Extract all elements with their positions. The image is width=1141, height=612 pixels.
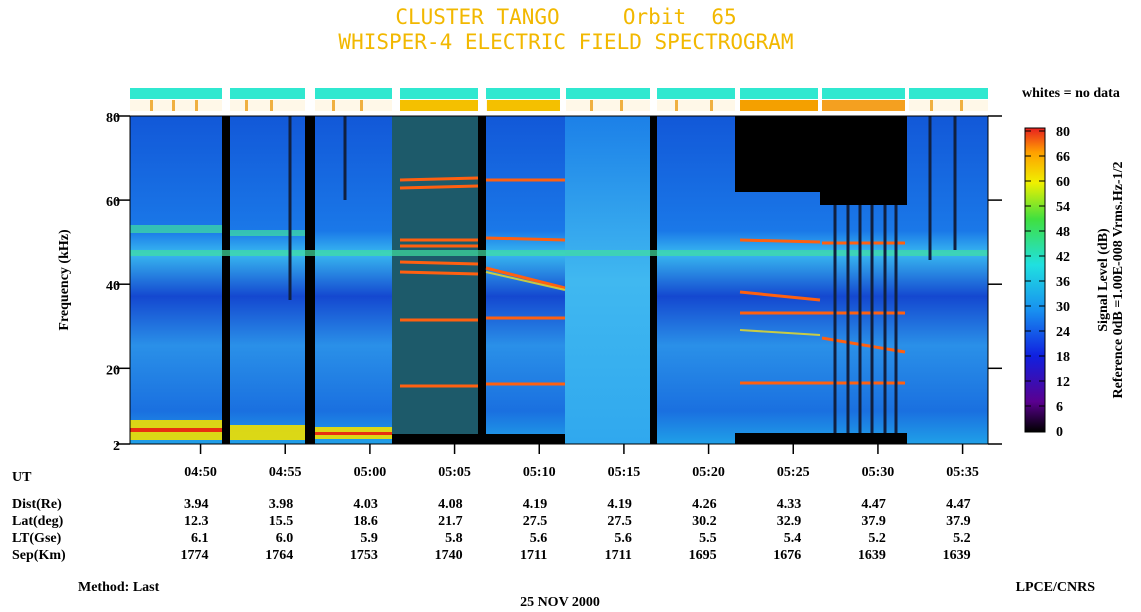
y-axis-label: Frequency (kHz): [57, 229, 72, 331]
table-cell: 5.6: [614, 531, 632, 546]
x-tick-label: 05:30: [862, 465, 895, 480]
table-cell: 37.9: [861, 514, 886, 529]
colorbar-tick-label: 66: [1056, 150, 1070, 165]
table-cell: 1740: [435, 548, 463, 563]
colorbar-tick-label: 24: [1056, 325, 1070, 340]
x-tick-label: 05:10: [523, 465, 556, 480]
table-cell: 5.9: [360, 531, 378, 546]
chart-subtitle: WHISPER-4 ELECTRIC FIELD SPECTROGRAM: [338, 30, 793, 54]
table-cell: 1695: [689, 548, 717, 563]
colorbar-reference: Reference 0dB =1.00E-008 Vrms.Hz-1/2: [1111, 162, 1126, 399]
table-cell: 27.5: [607, 514, 632, 529]
y-tick-label: 60: [106, 195, 120, 210]
colorbar-tick-label: 54: [1056, 200, 1070, 215]
table-cell: 1676: [773, 548, 801, 563]
chart-title: CLUSTER TANGO Orbit 65: [395, 5, 736, 29]
table-cell: 15.5: [269, 514, 294, 529]
method: Method: Last: [78, 580, 160, 595]
colorbar-tick-label: 80: [1056, 125, 1070, 140]
availability-strip: [130, 88, 988, 111]
x-tick-label: 04:55: [269, 465, 302, 480]
table-cell: 6.0: [276, 531, 294, 546]
spectrogram: [129, 115, 989, 445]
colorbar: [1024, 127, 1046, 433]
table-cell: 3.98: [269, 497, 294, 512]
x-tick-label: 05:25: [777, 465, 810, 480]
table-cell: 5.5: [699, 531, 717, 546]
colorbar-tick-label: 12: [1056, 375, 1070, 390]
table-row-label: Sep(Km): [12, 548, 66, 563]
x-tick-label: 04:50: [184, 465, 217, 480]
legend-note: whites = no data: [1022, 86, 1120, 101]
table-cell: 6.1: [191, 531, 209, 546]
table-cell: 1753: [350, 548, 378, 563]
table-row-label: Lat(deg): [12, 514, 64, 529]
table-cell: 5.6: [530, 531, 548, 546]
colorbar-tick-label: 48: [1056, 225, 1070, 240]
colorbar-label: Signal Level (dB): [1096, 228, 1111, 332]
table-cell: 5.4: [784, 531, 802, 546]
table-cell: 4.26: [692, 497, 717, 512]
table-cell: 12.3: [184, 514, 209, 529]
table-cell: 18.6: [353, 514, 378, 529]
colorbar-tick-label: 30: [1056, 300, 1070, 315]
table-cell: 4.19: [607, 497, 632, 512]
colorbar-tick-label: 42: [1056, 250, 1070, 265]
x-axis-label: UT: [12, 470, 32, 485]
y-tick-label: 20: [106, 363, 120, 378]
table-cell: 1711: [520, 548, 547, 563]
table-cell: 32.9: [777, 514, 802, 529]
table-cell: 1639: [858, 548, 886, 563]
table-cell: 4.03: [353, 497, 378, 512]
table-cell: 21.7: [438, 514, 463, 529]
table-cell: 4.47: [946, 497, 971, 512]
y-tick-label: 2: [113, 439, 120, 454]
x-tick-label: 05:20: [692, 465, 725, 480]
colorbar-tick-label: 60: [1056, 175, 1070, 190]
x-tick-label: 05:05: [438, 465, 471, 480]
x-tick-label: 05:35: [946, 465, 979, 480]
table-cell: 5.2: [953, 531, 971, 546]
table-row-label: Dist(Re): [12, 497, 62, 512]
table-cell: 5.8: [445, 531, 463, 546]
table-cell: 1711: [605, 548, 632, 563]
x-tick-label: 05:15: [608, 465, 641, 480]
x-tick-label: 05:00: [354, 465, 387, 480]
colorbar-tick-label: 36: [1056, 275, 1070, 290]
table-cell: 4.08: [438, 497, 463, 512]
y-tick-label: 40: [106, 279, 120, 294]
table-cell: 4.47: [861, 497, 886, 512]
table-cell: 1764: [265, 548, 293, 563]
colorbar-tick-label: 6: [1056, 400, 1063, 415]
date: 25 NOV 2000: [520, 595, 600, 610]
table-cell: 30.2: [692, 514, 717, 529]
colorbar-tick-label: 0: [1056, 425, 1063, 440]
table-cell: 4.33: [777, 497, 802, 512]
table-cell: 37.9: [946, 514, 971, 529]
colorbar-tick-label: 18: [1056, 350, 1070, 365]
table-cell: 27.5: [523, 514, 548, 529]
table-cell: 5.2: [868, 531, 886, 546]
table-cell: 4.19: [523, 497, 548, 512]
credit: LPCE/CNRS: [1016, 580, 1096, 595]
table-cell: 1774: [181, 548, 209, 563]
table-row-label: LT(Gse): [12, 531, 62, 546]
y-tick-label: 80: [106, 111, 120, 126]
table-cell: 3.94: [184, 497, 209, 512]
table-cell: 1639: [943, 548, 971, 563]
